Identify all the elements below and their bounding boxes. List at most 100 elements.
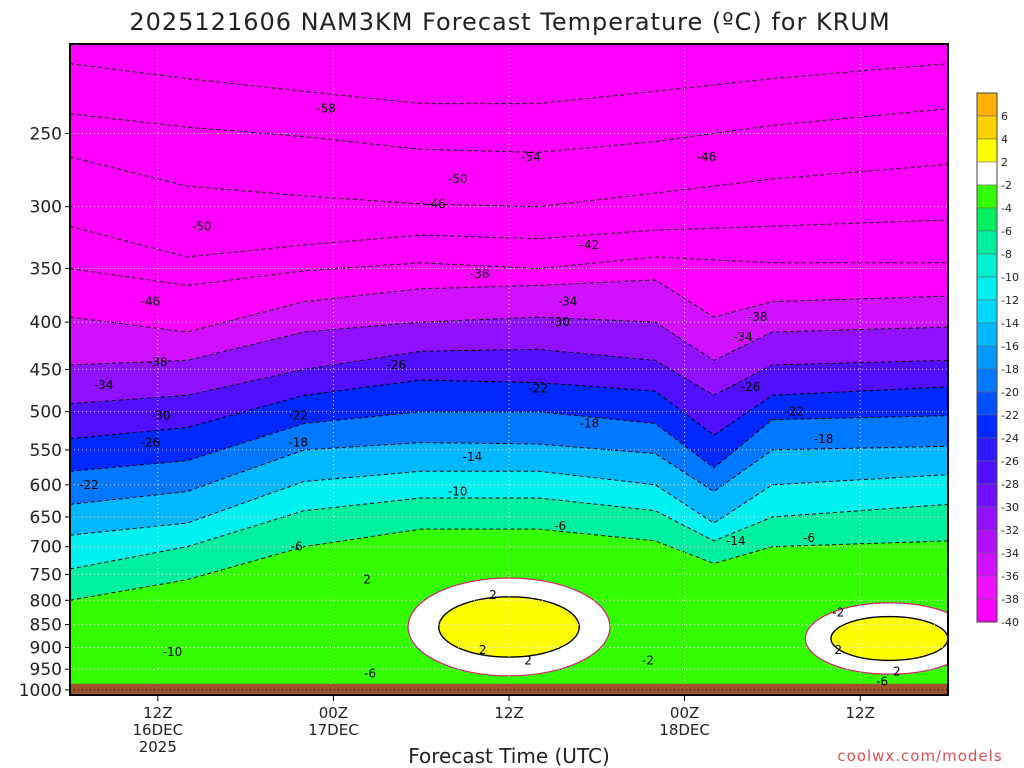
colorbar-tick-label: -6: [1001, 225, 1012, 238]
y-tick-label: 500: [30, 403, 62, 423]
colorbar-swatch: [976, 552, 998, 577]
colorbar-swatch: [976, 299, 998, 324]
isotherm-line: [70, 442, 948, 505]
isotherm-line: [70, 528, 948, 601]
plot-area: -58-54-50-50-46-46-46-42-38-38-38-34-34-…: [70, 44, 948, 695]
isotherm-line: [70, 316, 948, 366]
contour-label: -22: [528, 382, 548, 396]
x-tick-label: 00Z: [319, 704, 348, 722]
y-tick-label: 650: [30, 508, 62, 528]
colorbar-tick-label: -26: [1001, 455, 1019, 468]
colorbar-tick-label: -32: [1001, 524, 1019, 537]
y-tick-label: 400: [30, 313, 62, 333]
contour-label: -6: [291, 540, 303, 554]
colorbar-swatch: [976, 138, 998, 163]
colorbar-swatch: [976, 529, 998, 554]
y-axis: 250 300 350 400 450 500 550 600 650 700 750 800 850 9…: [19, 125, 70, 701]
colorbar-tick-label: -30: [1001, 501, 1019, 514]
colorbar-swatch: [976, 115, 998, 140]
contour-label: -18: [580, 417, 600, 431]
colorbar-swatch: [976, 598, 998, 623]
colorbar-swatch: [976, 161, 998, 186]
contour-label: -2: [642, 654, 654, 668]
contour-label: -22: [288, 409, 308, 423]
contour-label: 2: [834, 643, 842, 657]
contour-label: 2: [489, 588, 497, 602]
x-axis-label: Forecast Time (UTC): [408, 744, 610, 768]
colorbar-tick-label: -10: [1001, 271, 1019, 284]
colorbar-frame: [976, 92, 998, 623]
contour-label: -38: [148, 355, 168, 369]
colorbar-swatch: [976, 92, 998, 117]
contour-label: -14: [463, 450, 483, 464]
colorbar-tick-label: 6: [1001, 110, 1008, 123]
contour-label: -46: [426, 197, 446, 211]
contour-label: -26: [141, 436, 161, 450]
colorbar-tick-label: -18: [1001, 363, 1019, 376]
chart-title: 2025121606 NAM3KM Forecast Temperature (…: [129, 8, 890, 36]
colorbar-tick-label: -38: [1001, 593, 1019, 606]
y-tick-label: 700: [30, 538, 62, 558]
contour-label: -34: [558, 295, 578, 309]
contour-label: -10: [448, 484, 468, 498]
contour-label: -50: [192, 219, 212, 233]
contour-label: -6: [803, 531, 815, 545]
isotherm-line: [70, 219, 948, 258]
colorbar-tick-label: -12: [1001, 294, 1019, 307]
contour-label: -22: [79, 478, 99, 492]
contour-label: -10: [163, 645, 183, 659]
colorbar: 6 4 2 -2 -4 -6 -8 -10 -12 -14 -16 -18 -20 -22 -24 -26 -2…: [976, 92, 1019, 629]
colorbar-tick-label: -36: [1001, 570, 1019, 583]
y-tick-label: 450: [30, 360, 62, 380]
contour-label: -26: [387, 358, 407, 372]
contour-label: -34: [94, 378, 114, 392]
contour-label: -46: [141, 295, 161, 309]
colorbar-swatch: [976, 506, 998, 531]
contour-label: 2: [524, 654, 532, 668]
colorbar-tick-label: -20: [1001, 386, 1019, 399]
x-tick-label: 00Z: [670, 704, 699, 722]
colorbar-tick-label: -28: [1001, 478, 1019, 491]
x-tick-label: 12Z: [143, 704, 172, 722]
colorbar-tick-label: -14: [1001, 317, 1019, 330]
ground-surface: [70, 683, 948, 695]
contour-label: 2: [479, 643, 487, 657]
colorbar-tick-label: -16: [1001, 340, 1019, 353]
colorbar-swatch: [976, 230, 998, 255]
colorbar-tick-label: -22: [1001, 409, 1019, 422]
colorbar-tick-label: -8: [1001, 248, 1012, 261]
contour-label: 2: [893, 664, 901, 678]
y-tick-label: 950: [30, 660, 62, 680]
warm-region-inner: [830, 615, 948, 662]
colorbar-swatch: [976, 575, 998, 600]
isotherm-line: [70, 256, 948, 286]
credit-text: coolwx.com/models: [837, 747, 1002, 765]
contour-label: 2: [363, 573, 371, 587]
contour-label: -14: [726, 534, 746, 548]
isotherm-line: [70, 411, 948, 472]
y-tick-label: 800: [30, 591, 62, 611]
y-tick-label: 750: [30, 565, 62, 585]
colorbar-swatch: [976, 368, 998, 393]
isotherm-line: [70, 63, 948, 105]
x-tick-label: 2025: [139, 738, 177, 756]
isotherm-line: [70, 348, 948, 405]
colorbar-tick-label: -40: [1001, 616, 1019, 629]
colorbar-swatch: [976, 460, 998, 485]
contour-label: -30: [151, 409, 171, 423]
x-tick-label: 18DEC: [659, 721, 710, 739]
y-tick-label: 250: [30, 125, 62, 145]
contour-label: -50: [448, 172, 468, 186]
y-tick-label: 600: [30, 476, 62, 496]
contour-label: -6: [554, 519, 566, 533]
x-tick-label: 12Z: [846, 704, 875, 722]
colorbar-swatch: [976, 483, 998, 508]
y-tick-label: 900: [30, 639, 62, 659]
colorbar-tick-label: -34: [1001, 547, 1019, 560]
x-tick-label: 17DEC: [308, 721, 359, 739]
contour-label: -58: [316, 102, 336, 116]
colorbar-swatch: [976, 437, 998, 462]
colorbar-tick-label: 2: [1001, 156, 1008, 169]
